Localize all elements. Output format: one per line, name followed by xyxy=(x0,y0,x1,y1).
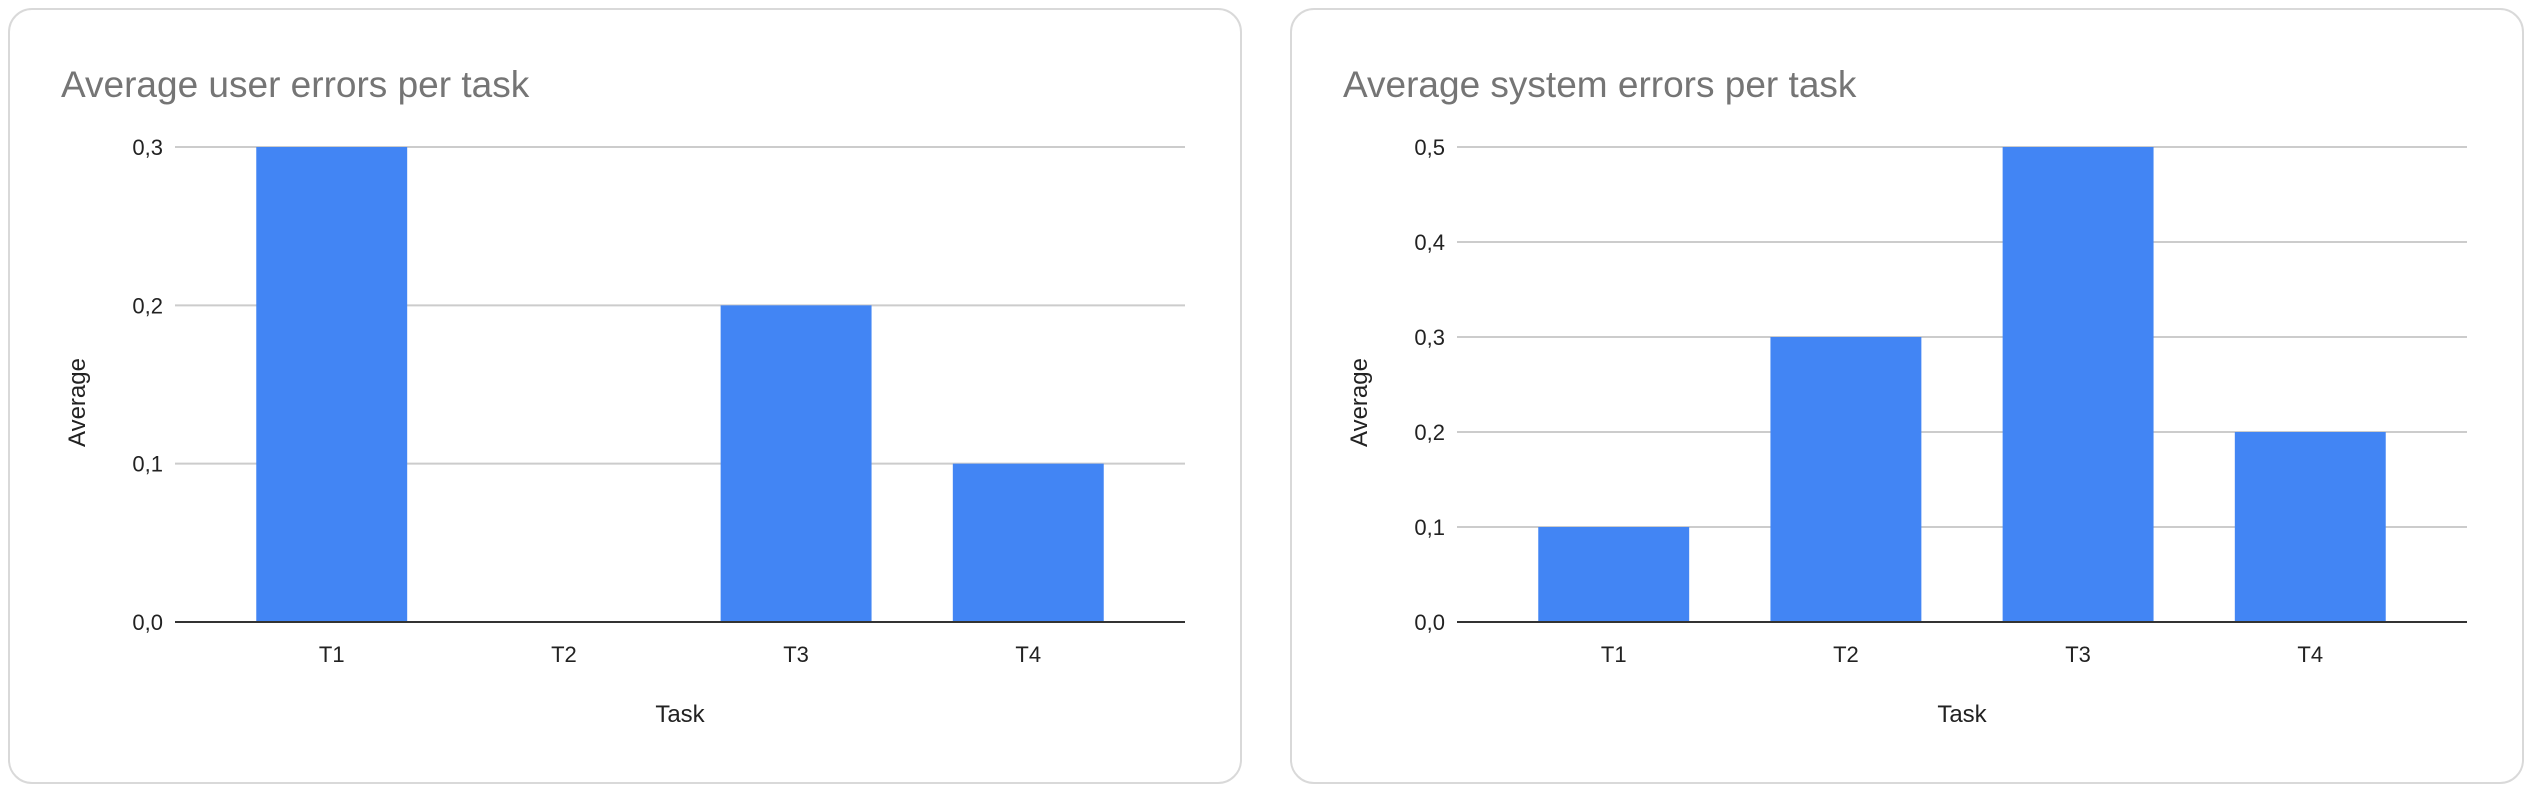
x-tick-label: T3 xyxy=(783,642,809,667)
y-tick-label: 0,0 xyxy=(132,610,163,635)
user-errors-chart-card: Average user errors per task 0,0 0,1 0,2 0,… xyxy=(8,8,1242,784)
x-tick-label: T3 xyxy=(2065,642,2091,667)
user-errors-chart: Average user errors per task 0,0 0,1 0,2 0,… xyxy=(61,64,1185,728)
x-tick-label: T1 xyxy=(319,642,345,667)
bar-t2 xyxy=(1770,337,1922,622)
x-tick-label: T4 xyxy=(1015,642,1041,667)
x-tick-label: T2 xyxy=(551,642,577,667)
bar-t4 xyxy=(952,463,1104,622)
x-tick-label: T1 xyxy=(1601,642,1627,667)
bar-t1 xyxy=(256,147,408,622)
chart-title: Average system errors per task xyxy=(1343,64,1857,105)
bar-t4 xyxy=(2234,432,2386,622)
system-errors-chart: Average system errors per task 0,0 0,1 0,2… xyxy=(1343,64,2467,728)
y-tick-label: 0,4 xyxy=(1414,230,1445,255)
y-tick-label: 0,1 xyxy=(132,452,163,477)
x-axis-title: Task xyxy=(1937,701,1987,728)
bar-t3 xyxy=(2002,147,2154,622)
bar-t1 xyxy=(1538,527,1690,622)
system-errors-chart-card: Average system errors per task 0,0 0,1 0,2… xyxy=(1290,8,2524,784)
y-tick-label: 0,2 xyxy=(1414,420,1445,445)
x-tick-label: T2 xyxy=(1833,642,1859,667)
y-axis-title: Average xyxy=(1346,358,1373,447)
y-tick-label: 0,0 xyxy=(1414,610,1445,635)
x-tick-label: T4 xyxy=(2297,642,2323,667)
y-tick-label: 0,3 xyxy=(132,135,163,160)
y-tick-label: 0,5 xyxy=(1414,135,1445,160)
x-axis-title: Task xyxy=(655,701,705,728)
chart-title: Average user errors per task xyxy=(61,64,530,105)
y-tick-label: 0,1 xyxy=(1414,515,1445,540)
y-tick-label: 0,3 xyxy=(1414,325,1445,350)
bar-t3 xyxy=(720,305,872,622)
y-axis-title: Average xyxy=(64,358,91,447)
y-tick-label: 0,2 xyxy=(132,293,163,318)
